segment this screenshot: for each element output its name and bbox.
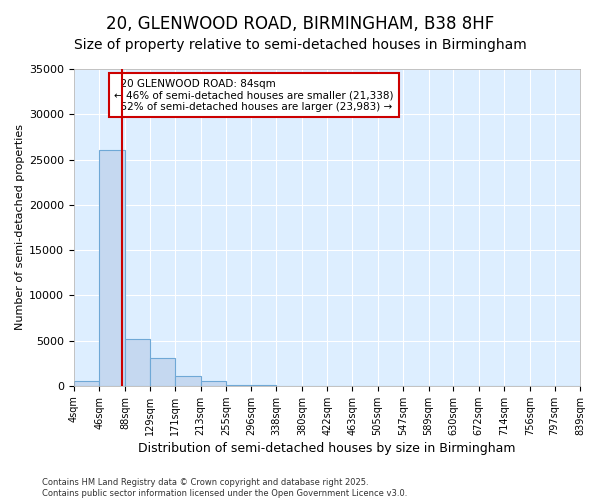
Bar [226, 385, 251, 386]
Text: 20, GLENWOOD ROAD, BIRMINGHAM, B38 8HF: 20, GLENWOOD ROAD, BIRMINGHAM, B38 8HF [106, 15, 494, 33]
Bar [200, 382, 226, 386]
Bar [175, 376, 200, 386]
Bar [74, 382, 100, 386]
Bar [100, 150, 125, 386]
Y-axis label: Number of semi-detached properties: Number of semi-detached properties [15, 124, 25, 330]
Text: Contains HM Land Registry data © Crown copyright and database right 2025.
Contai: Contains HM Land Registry data © Crown c… [42, 478, 407, 498]
Text: Size of property relative to semi-detached houses in Birmingham: Size of property relative to semi-detach… [74, 38, 526, 52]
Bar [125, 339, 150, 386]
X-axis label: Distribution of semi-detached houses by size in Birmingham: Distribution of semi-detached houses by … [138, 442, 516, 455]
Text: 20 GLENWOOD ROAD: 84sqm
← 46% of semi-detached houses are smaller (21,338)
  52%: 20 GLENWOOD ROAD: 84sqm ← 46% of semi-de… [115, 78, 394, 112]
Bar [150, 358, 175, 386]
